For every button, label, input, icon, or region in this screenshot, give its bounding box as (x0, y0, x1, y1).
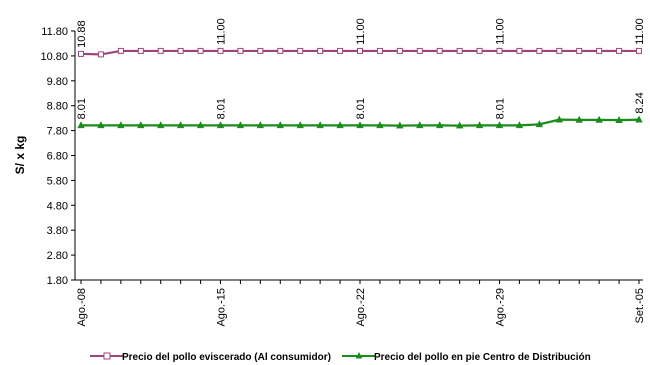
data-labels: 10.88 11.00 11.00 11.00 11.00 8.01 8.01 8.01 8.0… (76, 18, 646, 119)
data-point-marker (257, 47, 264, 54)
legend-marker (355, 352, 363, 359)
data-point-marker (516, 47, 523, 54)
data-point-marker (296, 121, 304, 129)
data-label: 8.01 (495, 98, 507, 119)
data-point-marker (495, 121, 504, 129)
data-point-marker (236, 121, 245, 129)
data-point-marker (396, 47, 403, 54)
data-point-marker (297, 47, 304, 54)
data-point-marker (216, 121, 225, 129)
data-point-marker (575, 115, 583, 123)
legend-item: Precio del pollo en pie Centro de Distri… (342, 352, 591, 363)
data-label: 8.01 (216, 98, 228, 119)
legend-label: Precio del pollo eviscerado (Al consumid… (122, 352, 331, 363)
data-point-marker (117, 121, 125, 129)
y-tick-label: 10.80 (40, 51, 68, 63)
data-label: 11.00 (355, 18, 367, 45)
legend-label: Precio del pollo en pie Centro de Distri… (374, 352, 591, 363)
y-tick-label: 7.80 (47, 126, 68, 138)
y-tick-label: 2.80 (47, 250, 68, 262)
data-label: 11.00 (495, 18, 507, 45)
y-tick-label: 8.80 (47, 101, 68, 113)
data-point-marker (436, 121, 444, 129)
y-tick-label: 5.80 (47, 175, 68, 187)
y-axis: 1.80 2.80 3.80 4.80 5.80 6.80 7.80 8.80 9.80 10.8… (40, 26, 76, 287)
data-point-marker (556, 47, 563, 54)
data-point-marker (615, 116, 623, 123)
data-point-marker (635, 115, 643, 123)
data-point-marker (177, 47, 184, 54)
x-tick-label: Ago.-29 (495, 288, 507, 327)
data-point-marker (596, 47, 603, 54)
data-point-marker (336, 121, 344, 129)
data-point-marker (576, 47, 583, 54)
data-point-marker (555, 115, 563, 123)
data-label: 10.88 (76, 20, 88, 48)
data-point-marker (616, 47, 623, 54)
data-point-marker (157, 47, 164, 54)
data-point-marker (396, 121, 404, 129)
x-tick-label: Ago.-08 (76, 288, 88, 327)
data-point-marker (636, 47, 642, 54)
data-point-marker (317, 47, 324, 54)
data-point-marker (356, 121, 364, 129)
data-point-marker (137, 121, 145, 129)
legend-marker (103, 352, 111, 360)
data-point-marker (496, 47, 503, 54)
data-point-marker (276, 121, 284, 129)
data-point-marker (197, 47, 204, 54)
legend: Precio del pollo eviscerado (Al consumid… (90, 352, 591, 363)
data-point-marker (217, 47, 224, 54)
data-point-marker (237, 47, 244, 54)
x-tick-label: Ago.-22 (355, 288, 367, 327)
data-point-marker (456, 47, 463, 54)
data-label: 11.00 (634, 18, 646, 45)
y-tick-label: 9.80 (47, 76, 68, 88)
y-tick-label: 4.80 (47, 200, 68, 212)
y-tick-label: 6.80 (47, 151, 68, 163)
y-tick-label: 1.80 (47, 275, 68, 287)
y-tick-label: 11.80 (41, 26, 68, 38)
data-point-marker (416, 47, 423, 54)
data-point-marker (117, 47, 124, 54)
data-point-marker (535, 120, 544, 128)
data-point-marker (595, 115, 603, 123)
data-point-marker (515, 121, 524, 129)
data-point-marker (536, 47, 543, 54)
data-point-marker (475, 121, 484, 129)
data-label: 11.00 (216, 18, 228, 45)
data-point-marker (316, 121, 324, 129)
y-tick-label: 3.80 (47, 225, 68, 237)
data-point-marker (176, 121, 185, 129)
y-axis-title: S/ x kg (13, 136, 27, 175)
data-label: 8.01 (355, 98, 367, 119)
x-tick-label: Set.-05 (634, 288, 646, 323)
legend-item: Precio del pollo eviscerado (Al consumid… (90, 352, 331, 363)
data-point-marker (476, 47, 483, 54)
data-point-marker (376, 121, 384, 129)
data-point-marker (357, 47, 363, 54)
data-point-marker (97, 121, 105, 129)
x-axis: Ago.-08 Ago.-15 Ago.-22 Ago.-29 Set.-05 (75, 279, 646, 327)
data-point-marker (277, 47, 284, 54)
data-point-marker (436, 47, 443, 54)
data-point-marker (337, 47, 344, 54)
data-point-marker (77, 121, 85, 129)
plot-area (77, 47, 643, 129)
data-point-marker (416, 121, 424, 129)
data-point-marker (78, 50, 84, 57)
data-point-marker (97, 51, 104, 58)
data-point-marker (196, 121, 205, 129)
data-label: 8.24 (634, 92, 646, 113)
data-label: 8.01 (76, 98, 88, 119)
x-tick-label: Ago.-15 (216, 288, 228, 327)
data-point-marker (256, 121, 265, 129)
data-point-marker (137, 47, 144, 54)
data-point-marker (376, 47, 383, 54)
data-point-marker (157, 121, 165, 129)
data-point-marker (455, 121, 464, 129)
